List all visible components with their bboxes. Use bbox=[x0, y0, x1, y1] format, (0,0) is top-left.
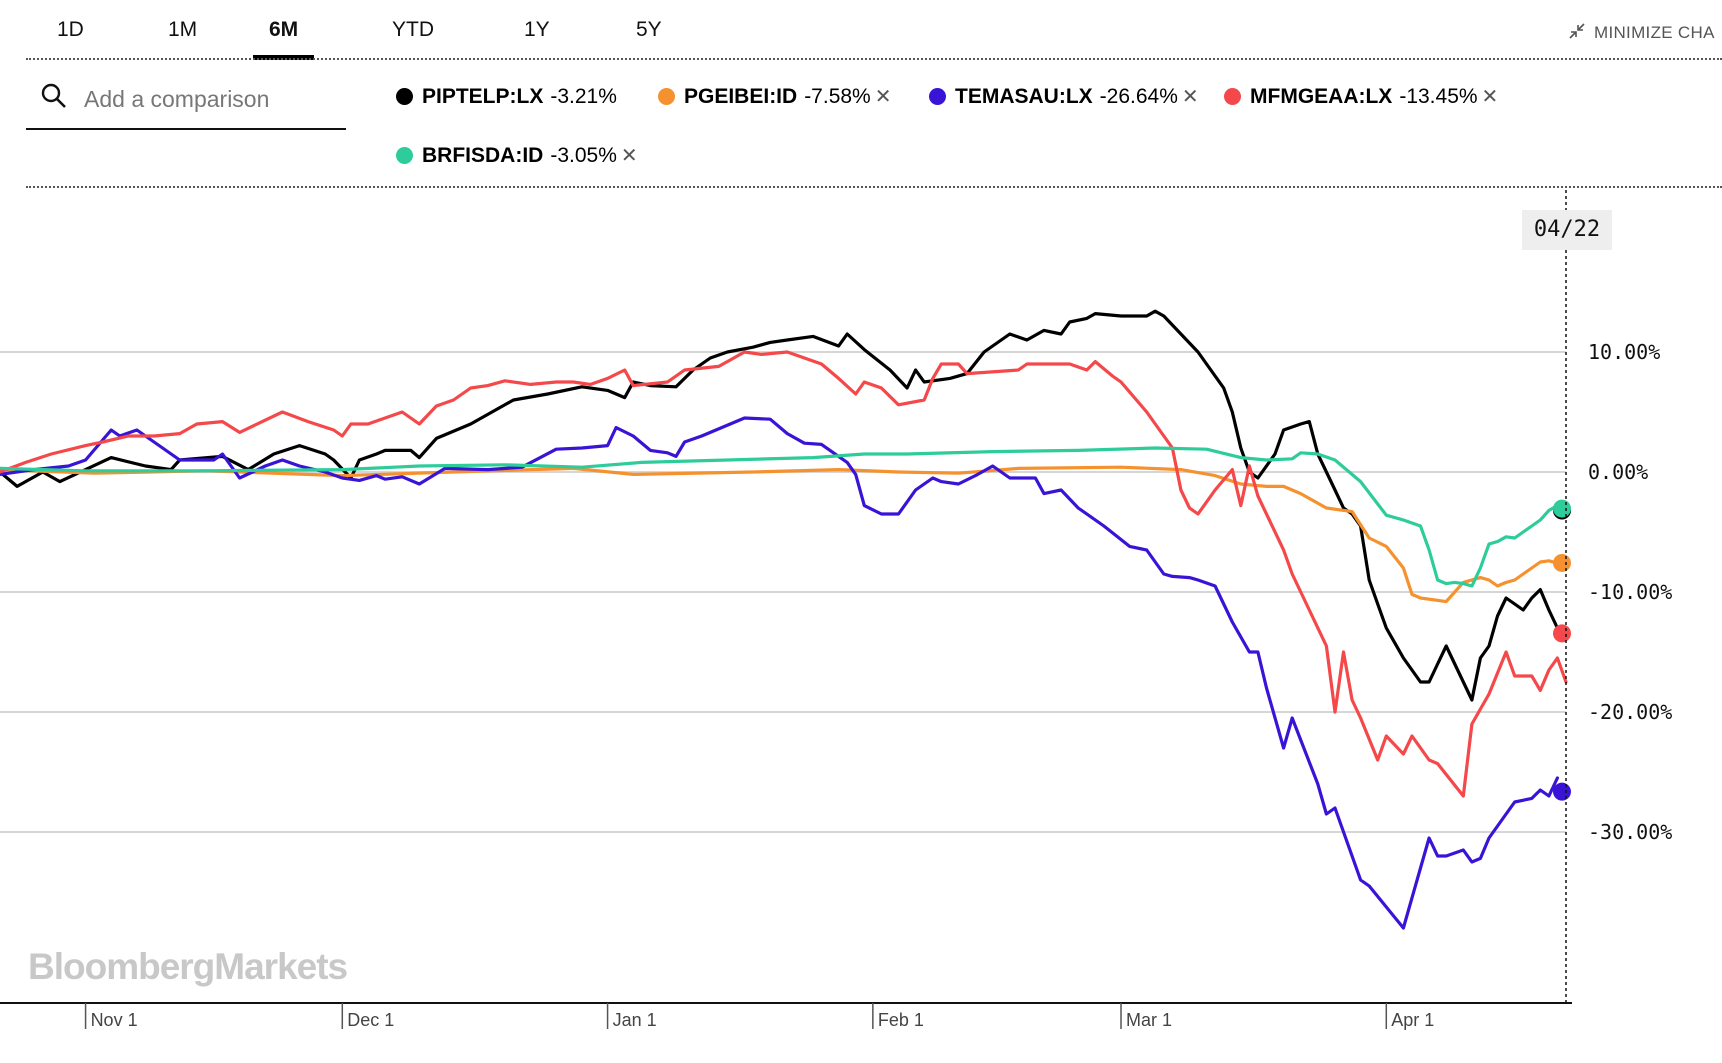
legend-change: -7.58% bbox=[804, 85, 871, 108]
series-line bbox=[0, 446, 1568, 588]
tab-ytd[interactable]: YTD bbox=[392, 18, 434, 41]
series-end-marker bbox=[1553, 499, 1571, 518]
bloomberg-markets-logo: BloombergMarkets bbox=[28, 946, 348, 987]
legend-item-piptelp: PIPTELP:LX -3.21% bbox=[396, 82, 617, 112]
series-line bbox=[0, 465, 1560, 604]
series-line bbox=[0, 416, 1560, 930]
legend-change: -26.64% bbox=[1099, 85, 1178, 108]
series-line bbox=[0, 309, 1560, 702]
series-end-marker bbox=[1553, 782, 1571, 801]
y-tick-label: -30.00% bbox=[1588, 820, 1672, 844]
x-tick-label: Apr 1 bbox=[1391, 1010, 1434, 1030]
y-tick-label: -20.00% bbox=[1588, 700, 1672, 724]
tab-1m[interactable]: 1M bbox=[168, 18, 198, 41]
chart-series bbox=[0, 309, 1571, 930]
legend-item-temasau: TEMASAU:LX -26.64% ✕ bbox=[929, 82, 1199, 112]
legend-ticker: MFMGEAA:LX bbox=[1250, 85, 1393, 108]
series-end-marker bbox=[1553, 553, 1571, 572]
y-tick-label: -10.00% bbox=[1588, 580, 1672, 604]
legend-ticker: TEMASAU:LX bbox=[955, 85, 1093, 108]
x-tick-label: Feb 1 bbox=[878, 1010, 924, 1030]
legend-divider bbox=[26, 186, 1722, 188]
legend-change: -13.45% bbox=[1399, 85, 1478, 108]
x-tick-label: Nov 1 bbox=[91, 1010, 138, 1030]
minimize-label: MINIMIZE CHA bbox=[1594, 23, 1715, 42]
legend-ticker: PGEIBEI:ID bbox=[684, 85, 798, 108]
comparison-search bbox=[26, 72, 346, 130]
legend-dot bbox=[658, 88, 675, 105]
minimize-icon bbox=[1568, 22, 1586, 45]
legend-dot bbox=[396, 147, 413, 164]
series-line bbox=[0, 350, 1568, 798]
x-tick-label: Dec 1 bbox=[347, 1010, 394, 1030]
chart-axes: 10.00% 0.00% -10.00% -20.00% -30.00% Nov 1 Dec… bbox=[0, 190, 1672, 1030]
comparison-input[interactable] bbox=[82, 78, 342, 120]
legend-ticker: PIPTELP:LX bbox=[422, 85, 544, 108]
legend-dot bbox=[1224, 88, 1241, 105]
remove-brfisda-icon[interactable]: ✕ bbox=[620, 145, 638, 167]
legend-change: -3.21% bbox=[550, 85, 617, 108]
legend-change: -3.05% bbox=[550, 144, 617, 167]
crosshair-date-label: 04/22 bbox=[1522, 210, 1612, 250]
legend-ticker: BRFISDA:ID bbox=[422, 144, 544, 167]
legend-item-pgeibei: PGEIBEI:ID -7.58% ✕ bbox=[658, 82, 892, 112]
x-tick-label: Jan 1 bbox=[613, 1010, 657, 1030]
series-end-marker bbox=[1553, 624, 1571, 643]
tab-1y[interactable]: 1Y bbox=[524, 18, 550, 41]
chart-grid bbox=[0, 351, 1566, 833]
search-icon bbox=[40, 82, 68, 115]
minimize-chart-button[interactable]: MINIMIZE CHA bbox=[1568, 22, 1715, 45]
legend-dot bbox=[929, 88, 946, 105]
legend-dot bbox=[396, 88, 413, 105]
tabs-divider bbox=[26, 58, 1722, 60]
remove-mfmgeaa-icon[interactable]: ✕ bbox=[1481, 86, 1499, 108]
x-tick-label: Mar 1 bbox=[1126, 1010, 1172, 1030]
period-tabs: 1D 1M 6M YTD 1Y 5Y bbox=[26, 0, 1722, 60]
y-tick-label: 10.00% bbox=[1588, 340, 1660, 364]
tab-6m[interactable]: 6M bbox=[253, 18, 315, 60]
remove-pgeibei-icon[interactable]: ✕ bbox=[874, 86, 892, 108]
legend-item-brfisda: BRFISDA:ID -3.05% ✕ bbox=[396, 141, 638, 171]
y-tick-label: 0.00% bbox=[1588, 460, 1648, 484]
tab-5y[interactable]: 5Y bbox=[636, 18, 662, 41]
tab-1d[interactable]: 1D bbox=[57, 18, 84, 41]
legend-item-mfmgeaa: MFMGEAA:LX -13.45% ✕ bbox=[1224, 82, 1498, 112]
remove-temasau-icon[interactable]: ✕ bbox=[1181, 86, 1199, 108]
